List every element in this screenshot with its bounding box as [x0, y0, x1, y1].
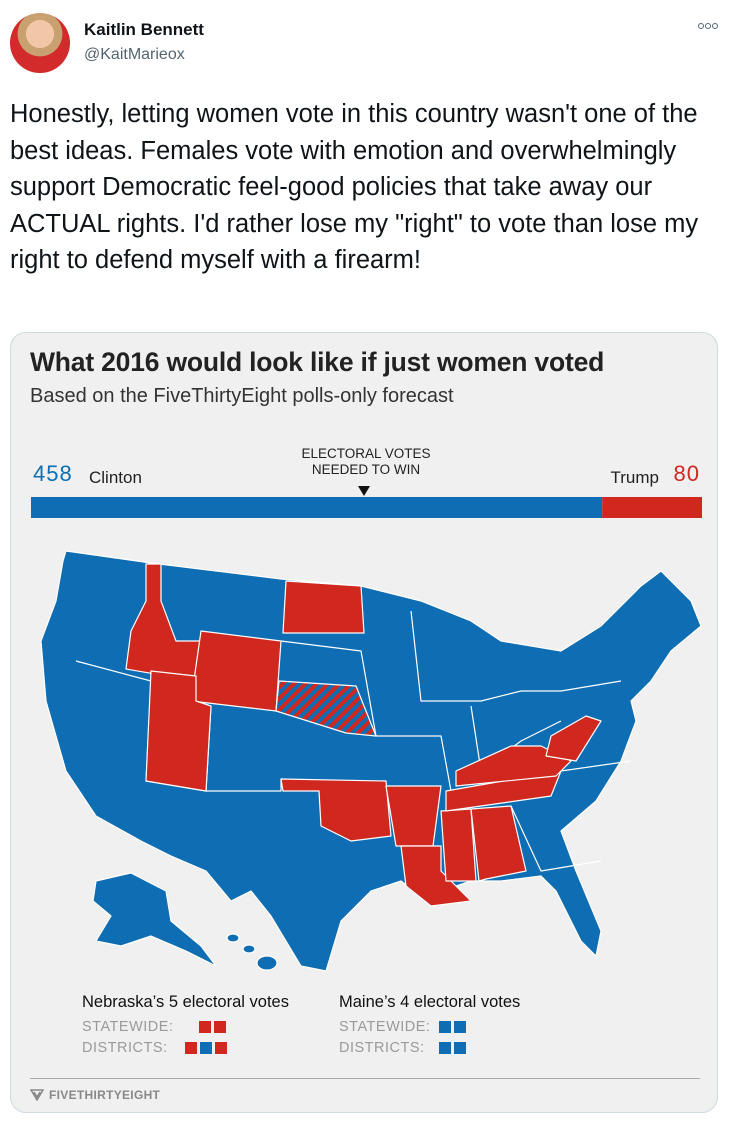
clinton-votes: 458	[33, 461, 73, 486]
card-title: What 2016 would look like if just women …	[30, 347, 605, 377]
author-name[interactable]: Kaitlin Bennett	[84, 20, 204, 39]
trump-votes: 80	[673, 461, 700, 486]
clinton-label: Clinton	[89, 468, 142, 487]
trump-bar	[602, 497, 702, 518]
legend-square	[215, 1042, 227, 1054]
legend-square	[185, 1042, 197, 1054]
maine-legend-title: Maine’s 4 electoral votes	[339, 993, 521, 1011]
threshold-line: NEEDED TO WIN	[311, 462, 421, 477]
nebraska-districts: DISTRICTS:	[82, 1040, 168, 1056]
more-button[interactable]	[697, 22, 719, 30]
threshold-line: ELECTORAL VOTES	[301, 446, 431, 461]
legend-square	[199, 1021, 211, 1033]
maine-districts: DISTRICTS:	[339, 1040, 425, 1056]
clinton-bar	[31, 497, 603, 518]
nebraska-legend-title: Nebraska’s 5 electoral votes	[82, 993, 289, 1011]
separator	[30, 1078, 700, 1079]
threshold-label: ELECTORAL VOTES NEEDED TO WIN	[261, 446, 471, 478]
nebraska-statewide: STATEWIDE:	[82, 1019, 174, 1035]
logo-icon	[30, 1089, 44, 1101]
legend-square	[214, 1021, 226, 1033]
legend-square	[439, 1042, 451, 1054]
legend-square	[454, 1042, 466, 1054]
trump-label: Trump	[610, 468, 660, 487]
footer-brand: FIVETHIRTYEIGHT	[49, 1088, 161, 1102]
author-handle[interactable]: @KaitMarieox	[84, 46, 185, 63]
legend-square	[439, 1021, 451, 1033]
legend-square	[454, 1021, 466, 1033]
card-subtitle: Based on the FiveThirtyEight polls-only …	[30, 385, 454, 407]
us-map	[40, 550, 702, 972]
threshold-arrow	[358, 486, 370, 496]
tweet-text: Honestly, letting women vote in this cou…	[10, 100, 699, 274]
legend-square	[200, 1042, 212, 1054]
maine-statewide: STATEWIDE:	[339, 1019, 431, 1035]
electoral-bar	[31, 497, 702, 518]
avatar[interactable]	[10, 13, 70, 73]
media-card[interactable]: What 2016 would look like if just women …	[10, 332, 718, 1113]
